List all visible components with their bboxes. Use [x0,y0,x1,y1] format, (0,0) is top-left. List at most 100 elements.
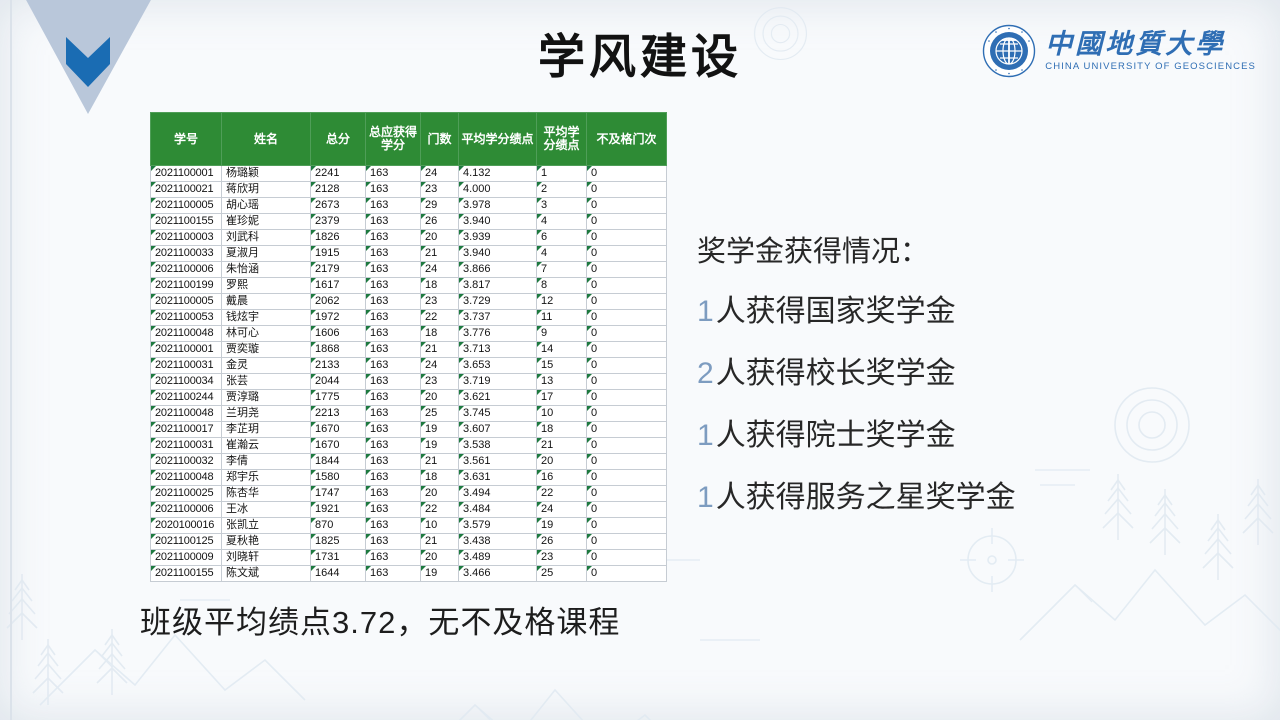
table-row: 2021100034 张芸 2044 163 23 3.719 13 0 [150,373,667,390]
table-cell: 20 [420,485,459,502]
table-cell: 0 [586,293,667,310]
scholarship-item: 1人获得院士奖学金 [697,419,1016,453]
table-cell: 163 [365,357,421,374]
table-cell: 163 [365,549,421,566]
table-cell: 15 [536,357,587,374]
scholarship-count: 2 [697,357,714,390]
chevron-decoration [26,0,151,114]
table-cell: 1731 [310,549,366,566]
table-row: 2021100244 贾淳璐 1775 163 20 3.621 17 0 [150,389,667,406]
table-row: 2021100005 戴晨 2062 163 23 3.729 12 0 [150,293,667,310]
table-cell: 2021100034 [150,373,222,390]
slide-left-edge [10,0,12,720]
scholarship-summary: 奖学金获得情况： 1人获得国家奖学金 2人获得校长奖学金 1人获得院士奖学金 1人获得… [697,234,1016,543]
table-row: 2021100001 杨璐颖 2241 163 24 4.132 1 0 [150,165,667,182]
table-cell: 25 [420,405,459,422]
table-cell: 贾奕璇 [221,341,311,358]
scholarship-text: 人获得国家奖学金 [715,295,956,328]
table-cell: 18 [420,277,459,294]
table-cell: 0 [586,213,667,230]
table-cell: 陈文斌 [221,565,311,582]
table-row: 2021100009 刘晓轩 1731 163 20 3.489 23 0 [150,549,667,566]
table-cell: 2021100155 [150,565,222,582]
table-cell: 1670 [310,437,366,454]
university-name-cn: 中國地質大學 [1045,28,1226,60]
table-cell: 1825 [310,533,366,550]
column-header: 平均学分绩点 [458,112,537,166]
table-cell: 2021100005 [150,197,222,214]
table-cell: 崔瀚云 [221,437,311,454]
table-row: 2021100199 罗熙 1617 163 18 3.817 8 0 [150,277,667,294]
table-cell: 1617 [310,277,366,294]
table-cell: 3.940 [458,213,537,230]
table-cell: 2062 [310,293,366,310]
table-cell: 163 [365,453,421,470]
table-cell: 163 [365,437,421,454]
table-cell: 0 [586,325,667,342]
table-cell: 朱怡涵 [221,261,311,278]
table-cell: 郑宇乐 [221,469,311,486]
table-cell: 2021100009 [150,549,222,566]
table-cell: 163 [365,261,421,278]
table-cell: 20 [420,389,459,406]
table-cell: 20 [536,453,587,470]
table-cell: 163 [365,181,421,198]
table-cell: 2021100006 [150,501,222,518]
scholarship-item: 1人获得国家奖学金 [697,295,1016,329]
scholarship-text: 人获得校长奖学金 [715,357,956,390]
scholarship-count: 1 [697,419,714,452]
table-cell: 2021100033 [150,245,222,262]
table-cell: 1670 [310,421,366,438]
table-row: 2021100155 陈文斌 1644 163 19 3.466 25 0 [150,565,667,582]
table-cell: 李倩 [221,453,311,470]
table-cell: 1915 [310,245,366,262]
table-cell: 163 [365,373,421,390]
table-cell: 0 [586,277,667,294]
table-cell: 163 [365,165,421,182]
light-diamond-shape [26,0,151,114]
table-cell: 0 [586,341,667,358]
table-cell: 3.776 [458,325,537,342]
table-cell: 2021100001 [150,165,222,182]
table-cell: 李芷玥 [221,421,311,438]
table-row: 2021100006 王冰 1921 163 22 3.484 24 0 [150,501,667,518]
table-cell: 163 [365,501,421,518]
table-cell: 1747 [310,485,366,502]
table-cell: 钱炫宇 [221,309,311,326]
table-cell: 19 [420,421,459,438]
table-cell: 24 [420,357,459,374]
column-header: 门数 [420,112,459,166]
table-cell: 2179 [310,261,366,278]
table-cell: 163 [365,197,421,214]
table-cell: 2133 [310,357,366,374]
scholarship-heading: 奖学金获得情况： [697,236,930,268]
grades-table: 学号 姓名 总分 总应获得学分 门数 平均学分绩点 平均学分绩点 不及格门次 20211000… [150,112,667,582]
table-cell: 0 [586,373,667,390]
table-cell: 刘晓轩 [221,549,311,566]
table-cell: 163 [365,245,421,262]
table-cell: 3.621 [458,389,537,406]
table-row: 2021100048 郑宇乐 1580 163 18 3.631 16 0 [150,469,667,486]
table-cell: 2021100025 [150,485,222,502]
table-cell: 1921 [310,501,366,518]
table-cell: 2241 [310,165,366,182]
table-cell: 18 [536,421,587,438]
table-cell: 6 [536,229,587,246]
table-cell: 22 [420,309,459,326]
table-cell: 13 [536,373,587,390]
table-cell: 163 [365,469,421,486]
table-cell: 11 [536,309,587,326]
table-cell: 3.737 [458,309,537,326]
table-cell: 3.713 [458,341,537,358]
table-row: 2020100016 张凯立 870 163 10 3.579 19 0 [150,517,667,534]
table-row: 2021100125 夏秋艳 1825 163 21 3.438 26 0 [150,533,667,550]
university-name-en: CHINA UNIVERSITY OF GEOSCIENCES [1045,60,1256,72]
table-cell: 0 [586,565,667,582]
table-cell: 陈杏华 [221,485,311,502]
university-logo: 中國地質大學 CHINA UNIVERSITY OF GEOSCIENCES [982,24,1256,78]
table-row: 2021100005 胡心瑶 2673 163 29 3.978 3 0 [150,197,667,214]
table-cell: 3.494 [458,485,537,502]
table-cell: 1775 [310,389,366,406]
table-cell: 163 [365,213,421,230]
